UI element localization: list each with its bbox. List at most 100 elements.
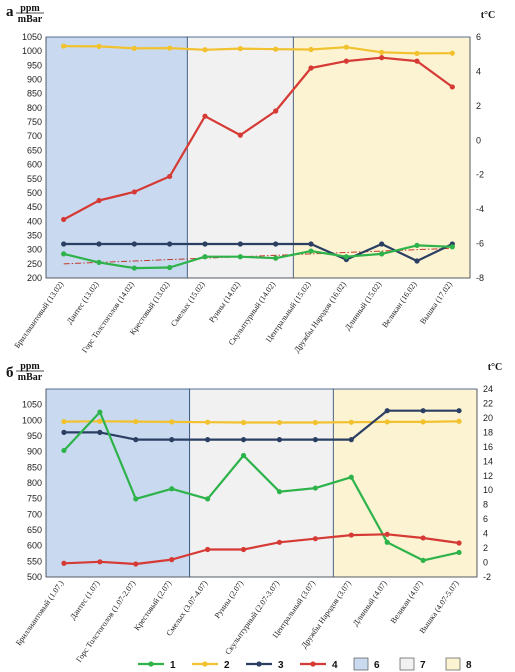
series-3-point — [237, 241, 243, 247]
series-4-point — [456, 540, 462, 546]
series-3-point — [97, 429, 103, 435]
series-3-point — [205, 437, 211, 443]
right-tick-label: 0 — [476, 135, 481, 145]
series-4-point — [312, 536, 318, 542]
left-tick-label: 900 — [27, 75, 42, 85]
category-label: Горс Толстоголов (1.07-2.07) — [74, 579, 137, 664]
right-tick-label: 2 — [476, 101, 481, 111]
left-tick-label: 200 — [27, 273, 42, 283]
left-tick-label: 850 — [27, 89, 42, 99]
right-tick-label: 24 — [483, 384, 493, 394]
legend: 1 2 3 4 6 7 8 — [138, 657, 472, 671]
left-tick-label: 950 — [27, 60, 42, 70]
series-1-point — [133, 496, 139, 502]
zone-6 — [45, 36, 188, 279]
series-2-point — [96, 43, 102, 49]
series-2-point — [61, 418, 67, 425]
category-label: Вышка (4.07-5.07) — [418, 579, 461, 635]
series-3-point — [456, 408, 462, 414]
left-tick-label: 350 — [27, 230, 42, 240]
series-2-point — [449, 50, 455, 56]
series-4-point — [97, 559, 103, 565]
category-label: Дантес (13.02) — [65, 280, 101, 326]
series-2-point — [237, 46, 243, 52]
zone-6 — [45, 388, 191, 578]
left-tick-label: 750 — [27, 117, 42, 127]
category-label: Руины (14.02) — [207, 280, 242, 325]
series-1-point — [202, 254, 208, 260]
right-tick-label: -2 — [476, 170, 484, 180]
legend-marker-1 — [148, 661, 154, 667]
left-unit-top: ppm — [20, 361, 40, 372]
category-label: Крестовый (2.07) — [132, 579, 173, 633]
left-tick-label: 800 — [27, 478, 42, 488]
category-label: Смелых (3.07-4.07) — [164, 579, 209, 638]
left-tick-label: 500 — [27, 188, 42, 198]
series-1-point — [456, 549, 462, 556]
series-1-point — [420, 557, 426, 563]
series-2-point — [414, 50, 420, 57]
series-2-point — [456, 418, 462, 424]
category-label: Смелых (15.02) — [169, 280, 207, 329]
legend-label: 1 — [170, 660, 176, 671]
right-tick-label: -6 — [476, 239, 484, 249]
series-2-point — [240, 419, 247, 426]
category-label: Руины (2.07) — [213, 579, 246, 620]
series-3-point — [276, 437, 283, 443]
series-1-point — [312, 485, 318, 491]
series-3-point — [133, 437, 139, 443]
series-3-point — [167, 241, 173, 247]
panel-b-chart: 500 550 600 650 700 750 800 850 900 950 1000 1050 -2… — [6, 361, 502, 664]
panel-a-chart: 200 250 300 350 400 450 500 550 600 650 700 750 800 8… — [6, 3, 495, 355]
left-unit-top: ppm — [20, 3, 40, 14]
series-3-point — [202, 241, 208, 247]
left-tick-label: 450 — [27, 202, 42, 212]
right-tick-label: 6 — [483, 514, 488, 524]
legend-label: 6 — [374, 660, 380, 671]
series-4-point — [131, 189, 137, 195]
series-2-point — [312, 419, 318, 426]
series-4-point — [61, 560, 67, 566]
right-tick-label: 22 — [483, 398, 493, 408]
series-2-point — [133, 418, 139, 425]
right-tick-label: -2 — [483, 572, 491, 582]
left-tick-label: 550 — [27, 556, 42, 566]
series-3-point — [240, 437, 247, 443]
right-tick-label: 2 — [483, 543, 488, 553]
right-tick-label: 8 — [483, 500, 488, 510]
series-4-point — [384, 531, 390, 537]
series-2-point — [379, 49, 385, 55]
series-4-point — [379, 55, 385, 61]
category-label: Дантес (1.07) — [68, 579, 102, 622]
left-tick-label: 700 — [27, 509, 42, 519]
series-4-line — [63, 56, 453, 221]
right-tick-label: 10 — [483, 485, 493, 495]
series-2-point — [348, 419, 354, 425]
series-3-point — [273, 241, 279, 247]
series-1-point — [414, 242, 420, 248]
left-tick-label: 1050 — [22, 32, 42, 42]
series-4-point — [237, 132, 243, 138]
left-tick-label: 1000 — [22, 46, 42, 56]
series-4-point — [348, 532, 354, 538]
legend-swatch-6 — [353, 657, 369, 671]
series-3-point — [131, 241, 137, 247]
panel-letter: а — [6, 4, 14, 20]
series-4-point — [449, 84, 455, 90]
left-tick-label: 900 — [27, 447, 42, 457]
legend-marker-4 — [310, 661, 316, 667]
legend-label: 8 — [466, 660, 472, 671]
series-1-point — [131, 265, 137, 271]
left-tick-label: 650 — [27, 145, 42, 155]
right-tick-label: 18 — [483, 427, 493, 437]
legend-label: 4 — [332, 660, 338, 671]
left-tick-label: 250 — [27, 259, 42, 269]
series-2-point — [273, 46, 279, 52]
series-3-line — [63, 242, 453, 263]
series-2-point — [276, 419, 283, 426]
series-2-point — [202, 47, 208, 53]
legend-label: 2 — [224, 660, 230, 671]
left-tick-label: 700 — [27, 131, 42, 141]
series-1-line — [63, 244, 453, 270]
left-tick-label: 600 — [27, 160, 42, 170]
